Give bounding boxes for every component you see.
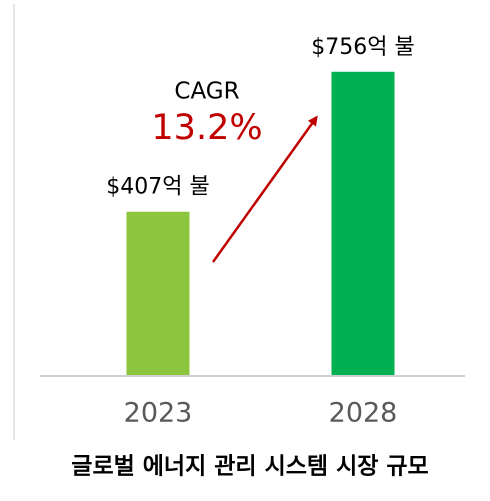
value-label: $407억 불 [106,175,209,200]
value-label: $756억 불 [311,35,414,60]
bar [126,211,190,375]
growth-arrow [211,115,318,263]
x-tick-label: 2023 [124,398,193,429]
chart-title: 글로벌 에너지 관리 시스템 시장 규모 [71,454,428,480]
x-tick-label: 2028 [329,398,398,429]
cagr-label: CAGR [174,79,239,105]
bar [331,71,395,375]
cagr-value: 13.2% [151,108,262,148]
